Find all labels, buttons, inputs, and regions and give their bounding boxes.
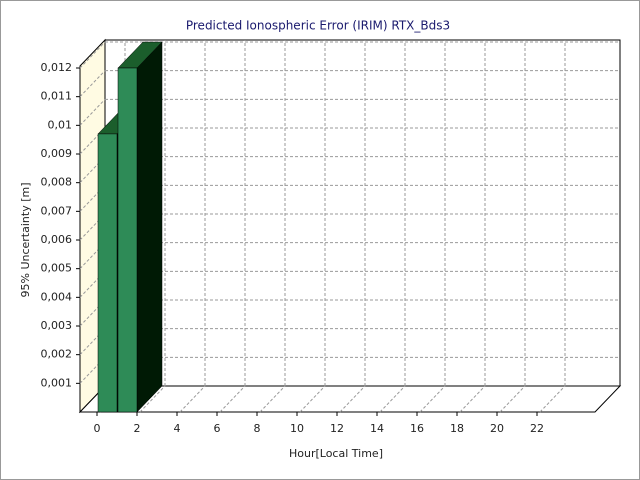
y-tick-label: 0,003 — [41, 319, 73, 332]
grid-line — [419, 385, 446, 413]
x-tick-label: 16 — [410, 422, 424, 435]
y-axis-label: 95% Uncertainty [m] — [19, 182, 32, 297]
x-tick-label: 6 — [214, 422, 221, 435]
x-tick-label: 20 — [490, 422, 504, 435]
y-tick-label: 0,001 — [41, 376, 73, 389]
x-tick-label: 0 — [94, 422, 101, 435]
bar-side — [136, 41, 163, 413]
chart-title: Predicted Ionospheric Error (IRIM) RTX_B… — [186, 19, 450, 33]
x-tick-label: 2 — [134, 422, 141, 435]
y-tick-label: 0,011 — [41, 90, 73, 103]
grid-line — [459, 385, 486, 413]
grid-line — [499, 385, 526, 413]
y-tick-label: 0,012 — [41, 61, 73, 74]
y-tick-label: 0,01 — [48, 118, 73, 131]
grid-line — [379, 385, 406, 413]
x-tick-label: 18 — [450, 422, 464, 435]
grid-line — [79, 98, 106, 126]
x-tick-label: 4 — [174, 422, 181, 435]
floor — [78, 385, 622, 413]
grid-line — [79, 41, 106, 69]
y-tick-label: 0,005 — [41, 262, 73, 275]
y-tick-label: 0,002 — [41, 348, 73, 361]
y-tick-label: 0,009 — [41, 147, 73, 160]
x-tick-label: 10 — [290, 422, 304, 435]
y-tick-label: 0,006 — [41, 233, 73, 246]
y-tick-label: 0,004 — [41, 290, 73, 303]
back-wall — [104, 39, 621, 387]
grid-line — [539, 385, 566, 413]
x-axis-label: Hour[Local Time] — [289, 447, 383, 460]
grid-line — [179, 385, 206, 413]
x-tick-label: 8 — [254, 422, 261, 435]
x-tick-label: 14 — [370, 422, 384, 435]
grid-line — [259, 385, 286, 413]
grid-line — [139, 385, 166, 413]
bar — [97, 133, 118, 413]
x-tick-label: 12 — [330, 422, 344, 435]
y-tick-label: 0,007 — [41, 204, 73, 217]
grid-line — [79, 70, 106, 98]
bar — [117, 67, 138, 413]
y-tick-label: 0,008 — [41, 176, 73, 189]
grid-line — [219, 385, 246, 413]
grid-line — [299, 385, 326, 413]
x-tick-label: 22 — [530, 422, 544, 435]
grid-line — [339, 385, 366, 413]
